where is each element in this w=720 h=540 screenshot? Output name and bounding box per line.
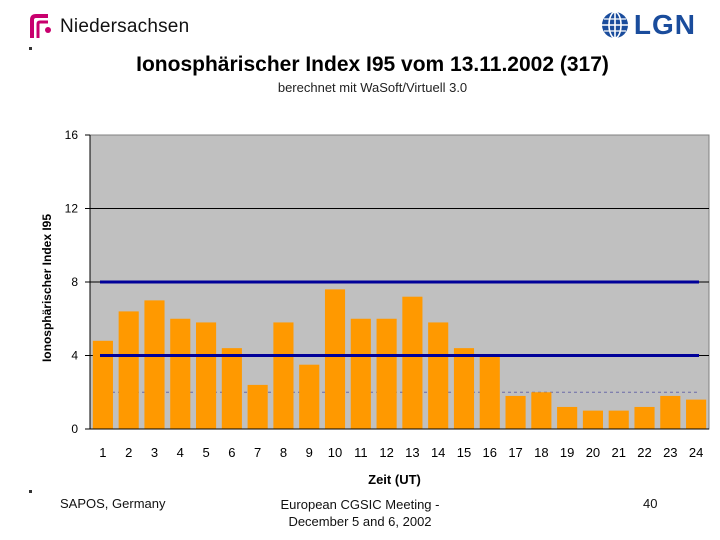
bar [660,395,681,429]
x-tick-label: 4 [177,445,184,460]
globe-icon [601,11,628,39]
bar [453,348,475,429]
bar [428,322,449,429]
x-tick-label: 20 [586,445,600,460]
x-tick-label: 8 [280,445,287,460]
bar [221,348,242,429]
x-axis-label: Zeit (UT) [368,472,421,487]
bar [376,318,397,429]
x-tick-label: 3 [151,445,158,460]
x-tick-label: 13 [405,445,419,460]
x-tick-label: 7 [254,445,261,460]
bar [582,410,603,429]
chart-subtitle: berechnet mit WaSoft/Virtuell 3.0 [277,80,468,95]
bar [531,392,552,429]
page-number: 40 [643,496,658,511]
bar [634,406,655,429]
x-tick-label: 11 [354,445,368,460]
x-tick-label: 17 [508,445,522,460]
bar [324,289,346,429]
x-tick-label: 21 [611,445,625,460]
lgn-logo-text: LGN [633,9,696,40]
y-tick-label: 4 [71,349,78,363]
x-tick-label: 2 [125,445,132,460]
y-axis-label: Ionosphärischer Index I95 [40,214,54,362]
x-tick-label: 14 [431,445,445,460]
footer-event-line1: European CGSIC Meeting - [280,497,440,512]
x-tick-label: 9 [306,445,313,460]
x-tick-label: 23 [663,445,677,460]
footer-event: European CGSIC Meeting - December 5 and … [255,496,465,530]
x-tick-label: 12 [379,445,393,460]
x-tick-label: 16 [483,445,497,460]
x-tick-label: 19 [560,445,574,460]
lgn-logo: LGN [600,8,696,42]
bar [92,340,113,429]
x-tick-label: 18 [534,445,548,460]
bar [144,300,165,429]
bullet-top [29,47,32,50]
bar [608,410,629,429]
niedersachsen-logo-text: Niedersachsen [60,16,190,37]
bar [299,364,320,429]
x-tick-label: 10 [328,445,342,460]
x-tick-label: 6 [228,445,235,460]
niedersachsen-logo: Niedersachsen [28,12,189,42]
bar [686,399,707,429]
y-tick-label: 8 [71,275,78,289]
bar [479,355,500,429]
bar [505,395,526,429]
bar [170,318,191,429]
chart-title: Ionosphärischer Index I95 vom 13.11.2002… [136,53,609,76]
bar [196,322,217,429]
bar [118,311,139,429]
bar [247,384,268,429]
bar [557,406,578,429]
x-tick-label: 1 [99,445,106,460]
bar [273,322,294,429]
bullet-bottom [29,490,32,493]
y-tick-label: 16 [65,128,79,142]
x-tick-label: 24 [689,445,703,460]
bar [402,296,423,429]
niedersachsen-logo-icon [28,14,54,40]
y-tick-label: 0 [71,422,78,436]
y-tick-label: 12 [65,202,79,216]
x-tick-label: 22 [637,445,651,460]
x-tick-label: 5 [202,445,209,460]
footer-event-line2: December 5 and 6, 2002 [288,514,432,529]
bar [350,318,371,429]
x-tick-label: 15 [457,445,471,460]
footer-source: SAPOS, Germany [60,496,166,511]
